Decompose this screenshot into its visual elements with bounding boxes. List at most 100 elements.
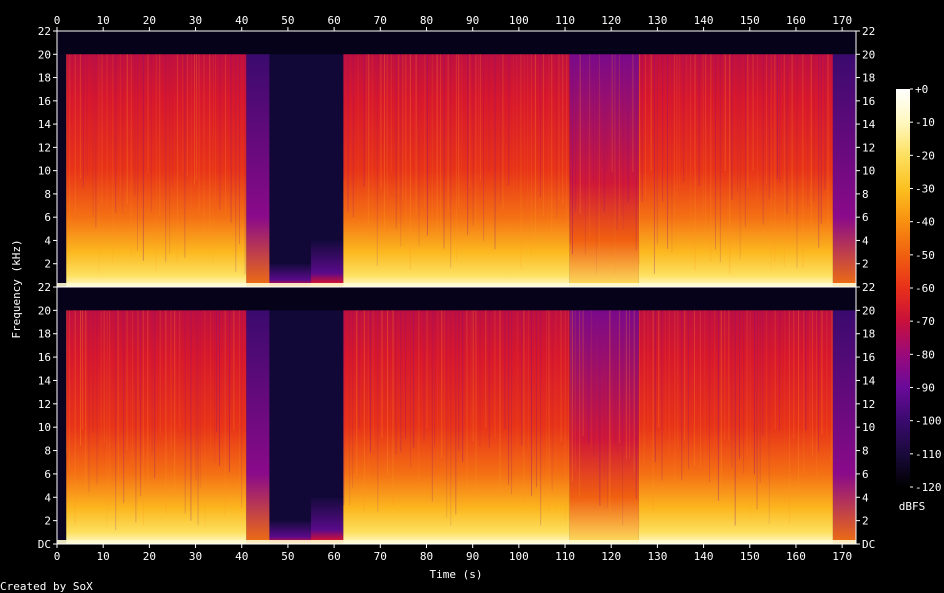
y-tick-label-left: 6	[44, 211, 51, 224]
spectrum-segment-quiet	[311, 54, 344, 241]
y-tick-label-left: 22	[38, 25, 51, 38]
texture-streak	[404, 310, 406, 439]
texture-streak	[458, 54, 460, 207]
texture-streak	[747, 54, 749, 188]
spectrum-segment	[569, 54, 639, 287]
texture-streak	[542, 54, 544, 216]
y-tick-label-right: 20	[862, 48, 875, 61]
texture-streak	[203, 54, 205, 249]
texture-streak	[194, 54, 196, 185]
texture-streak	[802, 54, 804, 268]
texture-streak	[622, 310, 624, 526]
texture-streak	[115, 310, 117, 531]
texture-streak	[235, 54, 237, 272]
texture-streak	[710, 54, 712, 262]
texture-streak	[216, 310, 218, 433]
spectrum-segment-quiet	[269, 54, 312, 264]
texture-streak	[551, 310, 553, 492]
texture-streak	[618, 310, 620, 443]
texture-streak	[494, 310, 496, 439]
y-tick-label-left: 14	[38, 374, 52, 387]
texture-streak	[527, 54, 529, 205]
colorbar-tick-label: -60	[915, 282, 935, 295]
y-tick-label-left: 12	[38, 398, 51, 411]
y-tick-label-left: 8	[44, 188, 51, 201]
texture-streak	[720, 310, 722, 495]
texture-streak	[724, 54, 726, 172]
texture-streak	[446, 310, 448, 518]
texture-streak	[652, 310, 654, 512]
colorbar-tick-label: -20	[915, 149, 935, 162]
texture-streak	[684, 310, 686, 442]
texture-streak	[674, 310, 676, 504]
texture-streak	[494, 54, 496, 250]
texture-streak	[483, 54, 485, 241]
texture-streak	[66, 310, 68, 454]
texture-streak	[539, 54, 541, 197]
texture-streak	[349, 310, 351, 506]
texture-streak	[357, 54, 359, 210]
texture-streak	[555, 310, 557, 515]
x-tick-label-bottom: 10	[97, 550, 110, 563]
y-tick-label-right: 20	[862, 304, 875, 317]
x-tick-label-bottom: 70	[374, 550, 387, 563]
texture-streak	[418, 54, 420, 247]
y-tick-label-left: 4	[44, 491, 51, 504]
texture-streak	[556, 54, 558, 219]
texture-streak	[812, 310, 814, 457]
x-tick-label-bottom: 60	[327, 550, 340, 563]
texture-streak	[381, 310, 383, 439]
y-tick-label-right: 8	[862, 445, 869, 458]
y-tick-label-left: 16	[38, 95, 51, 108]
x-tick-label-bottom: 90	[466, 550, 479, 563]
texture-streak	[395, 310, 397, 455]
texture-streak	[441, 310, 443, 458]
texture-streak	[176, 54, 178, 262]
texture-streak	[88, 310, 90, 493]
texture-streak	[343, 310, 345, 505]
texture-streak	[458, 310, 460, 451]
texture-streak	[461, 54, 463, 208]
texture-streak	[709, 310, 711, 483]
texture-streak	[520, 54, 522, 270]
texture-streak	[151, 310, 153, 455]
x-tick-label-top: 110	[555, 14, 575, 27]
x-tick-label-top: 40	[235, 14, 248, 27]
texture-streak	[618, 54, 620, 221]
texture-streak	[434, 310, 436, 447]
texture-streak	[106, 310, 108, 529]
texture-streak	[132, 310, 134, 464]
spectrum-segment	[269, 520, 312, 544]
spectrum-segment	[343, 54, 570, 287]
texture-streak	[609, 310, 611, 518]
spectrum-segment	[638, 310, 833, 544]
spectrum-segment	[638, 54, 833, 287]
texture-streak	[737, 54, 739, 193]
texture-streak	[477, 54, 479, 222]
texture-streak	[95, 54, 97, 229]
texture-streak	[629, 310, 631, 459]
x-tick-label-top: 60	[327, 14, 340, 27]
y-tick-label-left: 2	[44, 258, 51, 271]
texture-streak	[179, 310, 181, 430]
texture-streak	[611, 54, 613, 172]
texture-streak	[472, 310, 474, 441]
y-tick-label-left: 10	[38, 165, 51, 178]
texture-streak	[436, 54, 438, 235]
texture-streak	[169, 54, 171, 254]
x-tick-label-bottom: 170	[832, 550, 852, 563]
texture-streak	[762, 310, 764, 437]
texture-streak	[632, 54, 634, 173]
texture-streak	[106, 54, 108, 208]
x-tick-label-top: 80	[420, 14, 433, 27]
texture-streak	[598, 54, 600, 270]
texture-streak	[214, 54, 216, 203]
texture-streak	[485, 310, 487, 428]
texture-streak	[455, 54, 457, 262]
texture-streak	[523, 310, 525, 505]
texture-streak	[798, 310, 800, 490]
texture-streak	[658, 310, 660, 428]
texture-streak	[681, 310, 683, 481]
texture-streak	[813, 54, 815, 202]
texture-streak	[752, 54, 754, 171]
